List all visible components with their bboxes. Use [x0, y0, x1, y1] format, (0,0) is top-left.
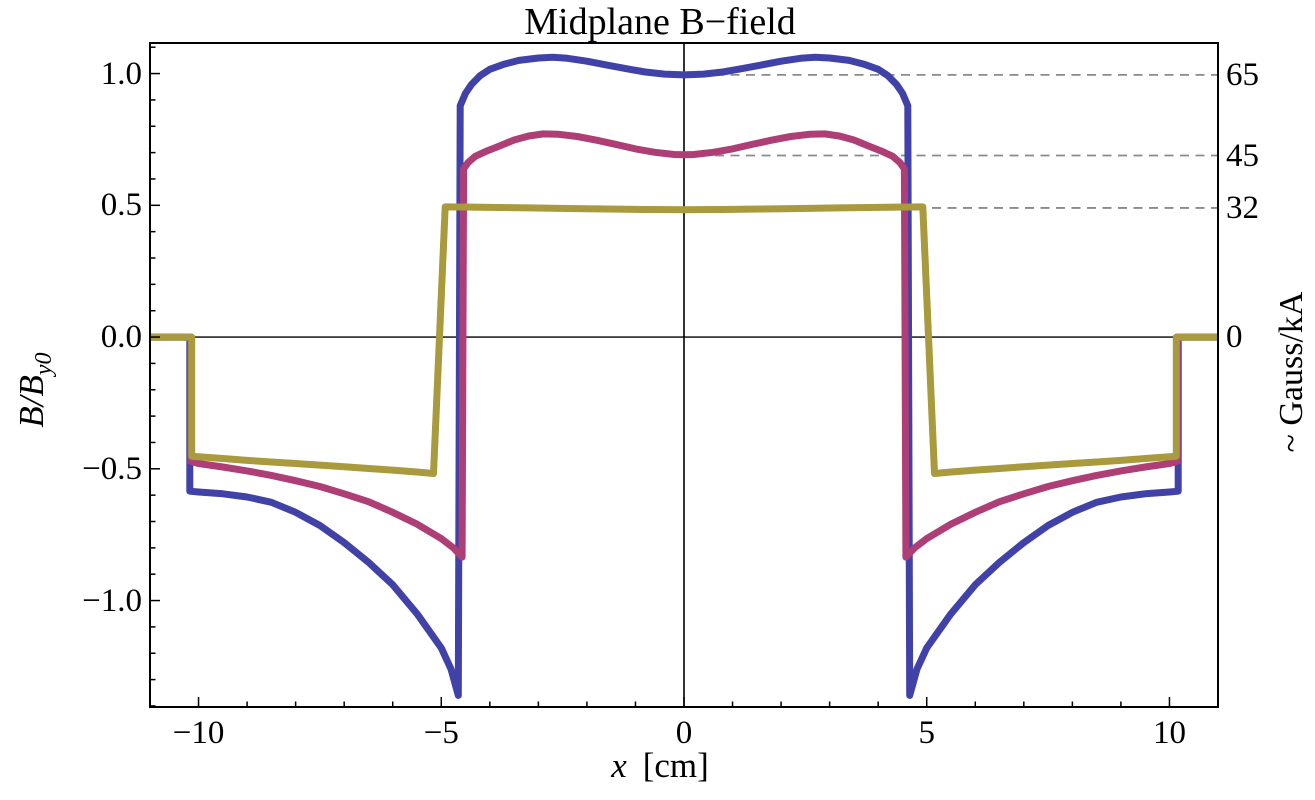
- right-axis-tick-label: 45: [1226, 137, 1259, 174]
- tick-marks: [150, 46, 1171, 707]
- x-tick-label: 5: [918, 715, 935, 751]
- x-axis-label-variable: x: [611, 746, 627, 785]
- curve-blue: [150, 53, 1218, 699]
- right-axis-tick-label: 0: [1226, 319, 1243, 356]
- right-axis-tick-label: 65: [1226, 56, 1259, 93]
- x-axis-label: x [cm]: [150, 744, 1170, 788]
- chart-title: Midplane B−field: [524, 1, 796, 43]
- y-tick-label: −0.5: [82, 450, 142, 487]
- dashed-gridlines: [684, 73, 1218, 209]
- y-tick-label: 0.5: [100, 187, 142, 224]
- y-tick-label: 0.0: [100, 319, 142, 356]
- x-axis-label-unit: [cm]: [642, 746, 709, 785]
- x-tick-label: 0: [675, 715, 693, 751]
- x-tick-label: 10: [1152, 715, 1186, 751]
- right-axis-tick-label: 32: [1226, 189, 1259, 226]
- x-tick-label: −5: [423, 715, 459, 751]
- curve-red-magenta: [150, 130, 1218, 561]
- y-axis-label-variable: B/B: [12, 375, 51, 428]
- y-tick-label: 1.0: [100, 55, 142, 92]
- x-tick-label: −10: [172, 715, 225, 751]
- right-axis-label: ~ Gauss/kA: [1273, 291, 1310, 453]
- curve-yellow-olive: [150, 203, 1218, 477]
- y-tick-label: −1.0: [82, 582, 142, 619]
